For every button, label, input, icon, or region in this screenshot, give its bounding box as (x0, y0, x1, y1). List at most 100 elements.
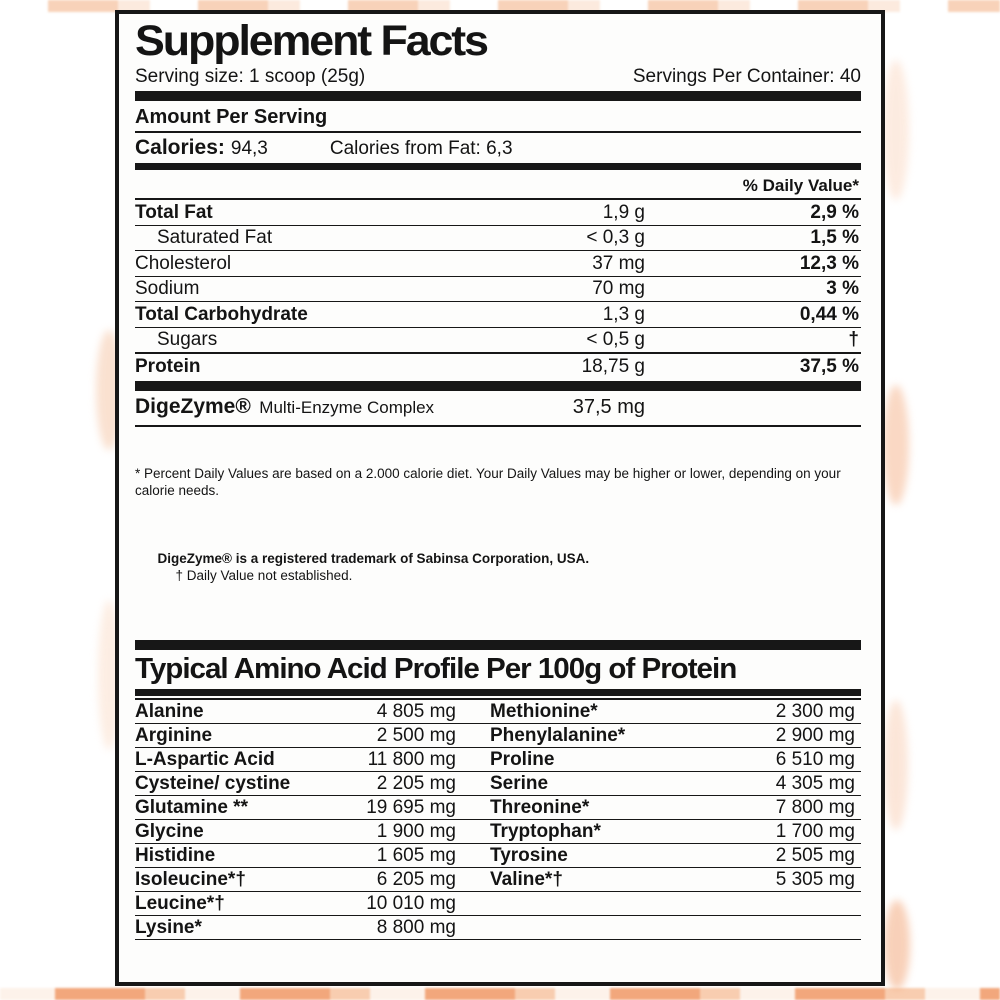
digezyme-description: Multi-Enzyme Complex (259, 397, 435, 417)
servings-per-container-text: Servings Per Container: 40 (632, 66, 861, 87)
nutrient-name: Cholesterol (135, 252, 232, 274)
amino-name: Leucine*† (135, 892, 225, 914)
amino-row: L-Aspartic Acid 11 800 mg Proline 6 510 mg (135, 748, 861, 772)
amino-row: Cysteine/ cystine 2 205 mg Serine 4 305 mg (135, 772, 861, 796)
nutrient-row: Protein 18,75 g 37,5 % (135, 354, 861, 381)
footnote-line-2: DigeZyme® is a registered trademark of S… (135, 533, 861, 601)
digezyme-row: DigeZyme® Multi-Enzyme Complex 37,5 mg (135, 391, 861, 427)
amino-amount: 19 695 mg (366, 796, 456, 818)
nutrient-daily-value: † (848, 329, 859, 350)
amino-row: Isoleucine*† 6 205 mg Valine*† 5 305 mg (135, 868, 861, 892)
pattern-top-strip (0, 0, 1000, 12)
nutrient-row: Sugars < 0,5 g † (135, 328, 861, 354)
amino-row: Lysine* 8 800 mg (135, 916, 861, 940)
digezyme-brand: DigeZyme® (135, 394, 251, 418)
nutrient-name: Total Fat (135, 201, 213, 223)
amino-amount: 7 800 mg (775, 796, 855, 818)
divider-bar (135, 639, 861, 650)
pattern-blob (98, 600, 120, 750)
nutrient-row: Sodium 70 mg 3 % (135, 277, 861, 302)
nutrient-daily-value: 2,9 % (810, 201, 859, 223)
amino-name: Serine (490, 772, 549, 794)
amino-amount: 6 205 mg (376, 868, 456, 890)
amino-amount: 1 605 mg (376, 844, 456, 866)
nutrient-table: Total Fat 1,9 g 2,9 % Saturated Fat < 0,3 g 1… (135, 200, 861, 381)
amino-name: L-Aspartic Acid (135, 748, 275, 770)
pattern-blob (884, 700, 908, 830)
amino-amount: 10 010 mg (366, 892, 456, 914)
nutrient-daily-value: 37,5 % (799, 355, 859, 377)
pattern-blob (884, 900, 910, 990)
amino-amount: 2 205 mg (376, 772, 456, 794)
pattern-blob (883, 385, 909, 505)
nutrient-amount: 37 mg (592, 252, 645, 274)
amino-row: Leucine*† 10 010 mg (135, 892, 861, 916)
digezyme-name: DigeZyme® Multi-Enzyme Complex (135, 395, 435, 421)
amino-amount: 2 300 mg (775, 700, 855, 722)
nutrient-name: Sodium (135, 278, 200, 299)
label-title: Supplement Facts (135, 17, 489, 65)
nutrient-daily-value: 0,44 % (799, 303, 859, 325)
amino-name: Methionine* (490, 700, 598, 722)
digezyme-amount: 37,5 mg (572, 395, 645, 418)
amino-amount: 6 510 mg (775, 748, 855, 770)
divider-bar (135, 380, 861, 391)
daily-value-footnote: * Percent Daily Values are based on a 2.… (135, 427, 861, 640)
nutrient-row: Cholesterol 37 mg 12,3 % (135, 251, 861, 277)
amino-amount: 1 900 mg (376, 820, 456, 842)
amino-acid-table: Alanine 4 805 mg Methionine* 2 300 mg Argini… (135, 700, 861, 940)
nutrient-daily-value: 3 % (826, 278, 859, 299)
amino-amount: 11 800 mg (367, 748, 456, 770)
amino-row: Histidine 1 605 mg Tyrosine 2 505 mg (135, 844, 861, 868)
amino-amount: 2 500 mg (376, 724, 456, 746)
amount-per-serving-heading: Amount Per Serving (135, 101, 861, 133)
amino-row: Glutamine ** 19 695 mg Threonine* 7 800 mg (135, 796, 861, 820)
calories-from-fat: Calories from Fat: 6,3 (329, 138, 513, 159)
footnote-dagger-note: † Daily Value not established. (175, 567, 353, 583)
nutrient-name: Sugars (157, 329, 218, 350)
amino-name: Glycine (135, 820, 204, 842)
amino-amount: 4 305 mg (775, 772, 855, 794)
nutrient-amount: 70 mg (592, 278, 645, 299)
footnote-digezyme-trademark: DigeZyme® is a registered trademark of S… (157, 550, 590, 566)
nutrient-name: Saturated Fat (157, 227, 273, 248)
calories-row: Calories: 94,3 Calories from Fat: 6,3 (135, 133, 861, 163)
amino-amount: 4 805 mg (376, 700, 456, 722)
amino-name: Isoleucine*† (135, 868, 246, 890)
footnote-line-1: * Percent Daily Values are based on a 2.… (135, 465, 845, 498)
amino-name: Glutamine ** (135, 796, 248, 818)
amino-name: Threonine* (490, 796, 590, 818)
amino-row: Alanine 4 805 mg Methionine* 2 300 mg (135, 700, 861, 724)
nutrient-row: Total Fat 1,9 g 2,9 % (135, 200, 861, 226)
divider-bar (135, 688, 861, 696)
serving-size-text: Serving size: 1 scoop (25g) (135, 66, 366, 87)
serving-row: Serving size: 1 scoop (25g) Servings Per… (135, 65, 861, 88)
calories-value: 94,3 (230, 138, 268, 159)
amino-name: Proline (490, 748, 555, 770)
amino-amount: 5 305 mg (775, 868, 855, 890)
calories-label: Calories: (135, 136, 225, 159)
nutrient-daily-value: 12,3 % (799, 252, 859, 274)
pattern-blob (883, 60, 909, 200)
amino-name: Tyrosine (490, 844, 568, 866)
amino-row: Glycine 1 900 mg Tryptophan* 1 700 mg (135, 820, 861, 844)
supplement-facts-label: Supplement Facts Serving size: 1 scoop (… (115, 10, 885, 986)
amino-row: Arginine 2 500 mg Phenylalanine* 2 900 mg (135, 724, 861, 748)
nutrient-amount: 1,3 g (602, 303, 645, 325)
nutrient-amount: 1,9 g (602, 201, 645, 223)
amino-name: Alanine (135, 700, 204, 722)
nutrient-daily-value: 1,5 % (810, 227, 859, 248)
amino-name: Valine*† (490, 868, 563, 890)
nutrient-row: Saturated Fat < 0,3 g 1,5 % (135, 226, 861, 251)
amino-profile-heading: Typical Amino Acid Profile Per 100g of P… (135, 652, 737, 685)
nutrient-amount: < 0,3 g (586, 227, 645, 248)
nutrient-amount: 18,75 g (581, 355, 645, 377)
amino-amount: 2 900 mg (775, 724, 855, 746)
daily-value-header: % Daily Value* (135, 170, 861, 200)
amino-name: Arginine (135, 724, 213, 746)
amino-name: Histidine (135, 844, 216, 866)
amino-amount: 2 505 mg (775, 844, 855, 866)
pattern-bottom-strip (0, 988, 1000, 1000)
amino-name: Cysteine/ cystine (135, 772, 291, 794)
amino-amount: 8 800 mg (376, 916, 456, 938)
